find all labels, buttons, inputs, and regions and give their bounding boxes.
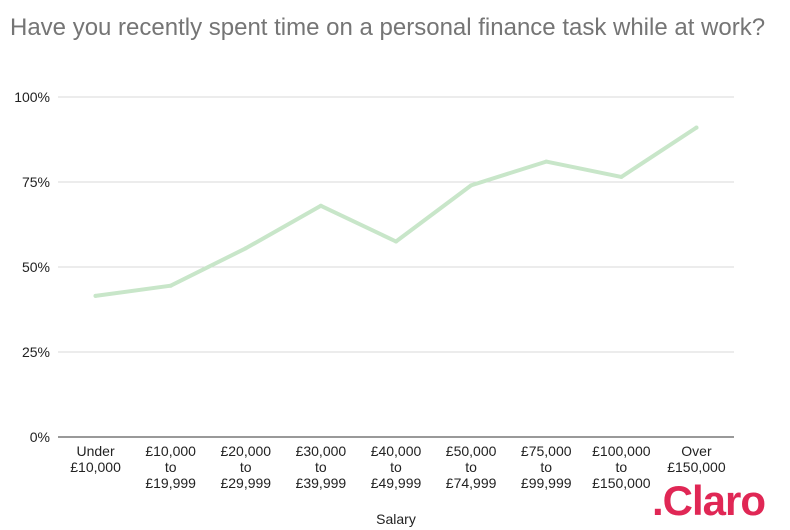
x-tick-label-line: £19,999 [145, 475, 196, 491]
x-tick-label-line: to [465, 459, 477, 475]
x-tick-label: £30,000 to £39,999 [296, 443, 347, 491]
x-tick-label-line: £10,000 [70, 459, 121, 475]
x-tick-label: Over £150,000 [667, 443, 726, 475]
x-axis-tick-labels: Under £10,000£10,000 to £19,999£20,000 to £29… [70, 443, 726, 491]
data-point [694, 125, 699, 130]
x-tick-label-line: £39,999 [296, 475, 347, 491]
claro-logo: .Claro [652, 477, 766, 524]
x-tick-label-line: to [540, 459, 552, 475]
x-tick-label-line: £100,000 [592, 443, 651, 459]
data-point [394, 239, 398, 244]
x-axis-title: Salary [376, 511, 416, 527]
x-tick-label-line: to [240, 459, 252, 475]
x-tick-label-line: Over [681, 443, 712, 459]
x-tick-label-line: £50,000 [446, 443, 497, 459]
data-point [544, 159, 549, 164]
x-tick-label-line: £49,999 [371, 475, 422, 491]
x-tick-label-line: £29,999 [220, 475, 271, 491]
y-tick-label: 50% [22, 259, 50, 275]
x-tick-label-line: Under [76, 443, 114, 459]
y-tick-label: 25% [22, 344, 50, 360]
x-tick-label: £20,000 to £29,999 [220, 443, 271, 491]
x-tick-label-line: to [615, 459, 627, 475]
x-tick-label-line: £150,000 [667, 459, 726, 475]
series-group [93, 125, 699, 298]
data-point [619, 174, 624, 179]
x-tick-label: £75,000 to £99,999 [521, 443, 572, 491]
x-tick-label: £10,000 to £19,999 [145, 443, 196, 491]
x-tick-label: £40,000 to £49,999 [371, 443, 422, 491]
x-tick-label-line: £74,999 [446, 475, 497, 491]
x-tick-label: £100,000 to £150,000 [592, 443, 651, 491]
x-tick-label: £50,000 to £74,999 [446, 443, 497, 491]
y-axis-tick-labels: 0% 25% 50% 75% 100% [14, 89, 50, 445]
data-point [318, 203, 323, 208]
x-tick-label-line: £30,000 [296, 443, 347, 459]
data-point [168, 283, 173, 288]
data-point [243, 246, 248, 251]
x-tick-label-line: £40,000 [371, 443, 422, 459]
x-tick-label-line: to [165, 459, 177, 475]
y-tick-label: 100% [14, 89, 50, 105]
x-tick-label-line: £20,000 [220, 443, 271, 459]
y-tick-label: 75% [22, 174, 50, 190]
chart-title: Have you recently spent time on a person… [10, 14, 766, 41]
x-tick-label-line: £150,000 [592, 475, 651, 491]
x-tick-label-line: £75,000 [521, 443, 572, 459]
x-tick-label-line: to [390, 459, 402, 475]
series-line [93, 125, 699, 298]
x-tick-label-line: £99,999 [521, 475, 572, 491]
x-tick-label-line: £10,000 [145, 443, 196, 459]
data-point [469, 183, 474, 188]
x-tick-label-line: to [315, 459, 327, 475]
x-tick-label: Under £10,000 [70, 443, 121, 475]
data-point [93, 293, 98, 298]
y-tick-label: 0% [30, 429, 50, 445]
gridlines [58, 96, 734, 438]
